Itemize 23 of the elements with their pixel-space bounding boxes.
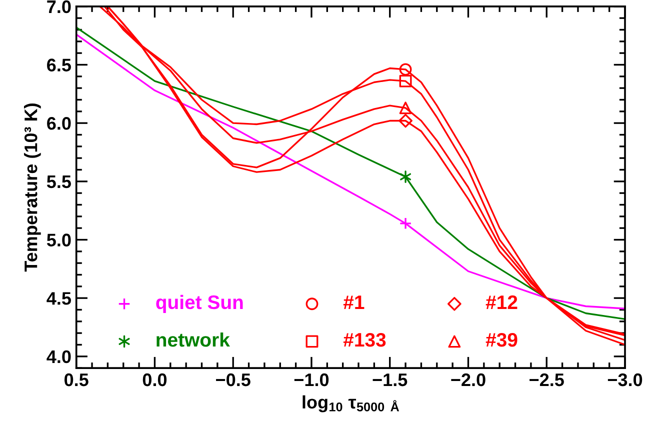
y-tick-label: 6.5 — [47, 58, 71, 72]
x-tick-label: −3.0 — [608, 373, 642, 386]
y-tick-label: 5.0 — [46, 234, 71, 246]
x-tick-label: 0.5 — [64, 373, 88, 386]
legend-label: quiet Sun — [156, 294, 243, 314]
legend-label: #1 — [343, 296, 364, 309]
y-tick-label: 7.0 — [47, 0, 71, 14]
y-tick-label: 6.0 — [47, 117, 71, 130]
legend-label: network — [156, 332, 230, 347]
x-tick-label: −1.5 — [372, 374, 408, 386]
y-tick-label: 4.5 — [46, 292, 71, 305]
legend-label: #12 — [486, 295, 518, 309]
legend-label: #133 — [343, 332, 386, 347]
x-tick-label: −2.0 — [451, 373, 486, 386]
y-tick-label: 5.5 — [46, 176, 71, 188]
x-tick-label: 0.0 — [142, 373, 167, 386]
x-tick-label: −2.5 — [530, 373, 564, 386]
y-axis-title: Temperature (10³ K) — [24, 104, 41, 272]
x-tick-label: −1.0 — [294, 373, 329, 386]
x-tick-label: −0.5 — [216, 373, 250, 386]
x-axis-title: log$_{10}$ τ$_{5000 Å}$ — [302, 395, 400, 412]
legend-label: #39 — [486, 332, 518, 347]
y-tick-label: 4.0 — [46, 350, 71, 364]
